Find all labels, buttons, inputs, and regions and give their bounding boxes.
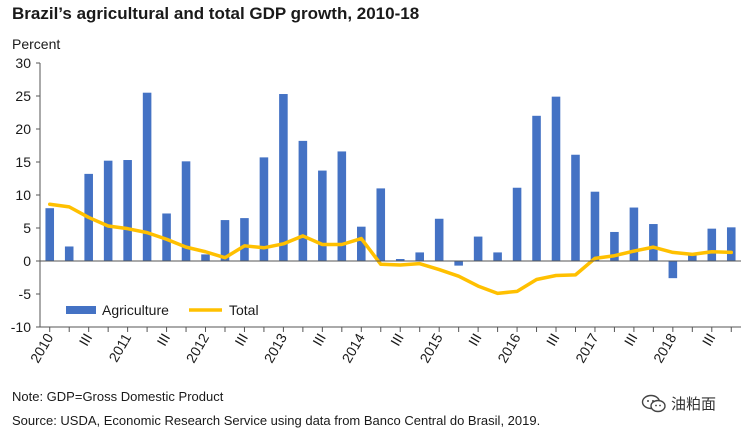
x-tick-label: III bbox=[153, 331, 173, 349]
x-tick-label: III bbox=[76, 331, 96, 349]
x-tick-label: III bbox=[465, 331, 485, 349]
chart-title: Brazil’s agricultural and total GDP grow… bbox=[12, 4, 420, 23]
bar-agriculture bbox=[337, 151, 347, 261]
bar-agriculture bbox=[123, 160, 132, 261]
bar-agriculture bbox=[454, 261, 463, 266]
bar-agriculture bbox=[279, 94, 288, 262]
chart-source: Source: USDA, Economic Research Service … bbox=[12, 413, 541, 428]
bar-agriculture bbox=[357, 226, 366, 261]
x-tick-label: 2015 bbox=[416, 330, 446, 365]
x-tick-label: 2016 bbox=[494, 330, 524, 365]
legend-swatch-agriculture bbox=[66, 306, 96, 314]
watermark: 油粕面 bbox=[641, 393, 716, 414]
bar-agriculture bbox=[415, 252, 424, 261]
bar-agriculture bbox=[376, 188, 386, 261]
y-tick-label: 15 bbox=[15, 154, 31, 170]
x-tick-label: III bbox=[543, 331, 563, 349]
line-total bbox=[47, 202, 734, 296]
y-tick-label: 10 bbox=[15, 187, 31, 203]
bar-agriculture bbox=[298, 140, 308, 261]
watermark-text: 油粕面 bbox=[671, 396, 717, 413]
chart-note: Note: GDP=Gross Domestic Product bbox=[12, 389, 224, 404]
y-axis-unit-label: Percent bbox=[12, 36, 61, 52]
bar-agriculture bbox=[590, 191, 600, 261]
bar-agriculture bbox=[571, 154, 580, 261]
bar-agriculture bbox=[649, 224, 658, 261]
x-tick-label: III bbox=[621, 331, 641, 349]
bar-agriculture bbox=[551, 96, 561, 261]
x-tick-label: 2010 bbox=[27, 330, 57, 365]
x-tick-label: III bbox=[309, 331, 329, 349]
y-tick-label: -5 bbox=[19, 286, 32, 302]
x-tick-label: 2012 bbox=[183, 330, 213, 365]
y-tick-label: 0 bbox=[23, 253, 31, 269]
x-tick-label: 2018 bbox=[650, 330, 680, 365]
bar-agriculture bbox=[64, 246, 74, 261]
x-tick-label: 2013 bbox=[261, 330, 291, 365]
y-tick-label: 5 bbox=[23, 220, 31, 236]
wechat-icon bbox=[641, 394, 666, 412]
bar-agriculture bbox=[493, 252, 502, 261]
bar-agriculture bbox=[220, 220, 230, 261]
x-tick-label: 2014 bbox=[338, 330, 368, 365]
x-tick-label: III bbox=[699, 331, 719, 349]
bar-agriculture bbox=[532, 115, 541, 261]
x-tick-label: III bbox=[231, 331, 251, 349]
bar-agriculture bbox=[181, 161, 191, 261]
y-tick-label: 25 bbox=[15, 88, 31, 104]
bar-agriculture bbox=[707, 228, 717, 261]
bar-agriculture bbox=[395, 259, 405, 261]
bar-agriculture bbox=[142, 92, 152, 261]
x-tick-label: 2017 bbox=[572, 330, 602, 365]
bar-agriculture bbox=[318, 170, 327, 261]
bar-agriculture bbox=[162, 213, 171, 261]
legend-label-agriculture: Agriculture bbox=[102, 302, 169, 318]
legend-label-total: Total bbox=[229, 302, 259, 318]
bar-agriculture bbox=[688, 254, 697, 261]
bar-agriculture bbox=[726, 227, 736, 261]
bar-agriculture bbox=[512, 187, 522, 261]
y-tick-label: 20 bbox=[15, 121, 31, 137]
bar-agriculture bbox=[103, 160, 113, 261]
y-tick-label: -10 bbox=[11, 319, 31, 335]
bar-agriculture bbox=[240, 218, 249, 261]
x-tick-label: III bbox=[387, 331, 407, 349]
bar-agriculture bbox=[434, 218, 444, 261]
bar-agriculture bbox=[45, 208, 55, 261]
bar-agriculture bbox=[473, 236, 483, 261]
bar-agriculture bbox=[629, 207, 639, 261]
x-tick-label: 2011 bbox=[105, 330, 134, 364]
y-tick-label: 30 bbox=[15, 55, 31, 71]
bar-agriculture bbox=[201, 254, 210, 261]
bar-agriculture bbox=[610, 231, 619, 261]
bar-agriculture bbox=[259, 157, 269, 261]
bar-agriculture bbox=[668, 261, 678, 279]
